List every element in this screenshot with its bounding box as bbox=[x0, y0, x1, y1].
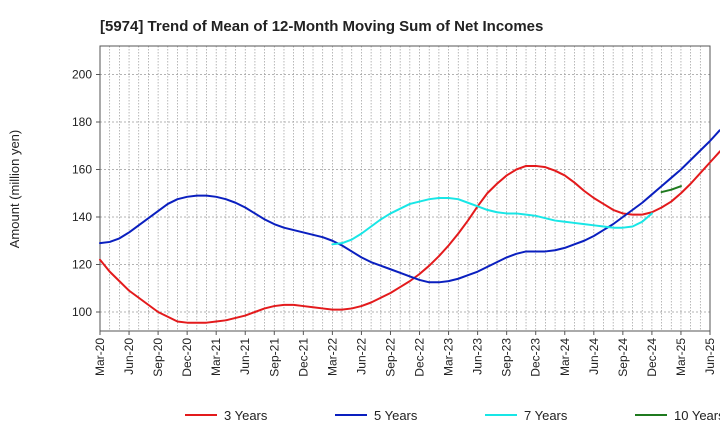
y-axis-label: Amount (million yen) bbox=[7, 130, 22, 249]
chart-title: [5974] Trend of Mean of 12-Month Moving … bbox=[100, 18, 543, 35]
x-tick-label: Dec-21 bbox=[296, 338, 310, 377]
series-line-7-years bbox=[331, 197, 653, 246]
grid-layer bbox=[100, 46, 710, 331]
x-tick-label: Mar-22 bbox=[325, 338, 339, 376]
series-line-10-years bbox=[660, 185, 682, 194]
x-tick-label: Jun-24 bbox=[587, 338, 601, 375]
y-tick-label: 160 bbox=[72, 163, 92, 177]
x-tick-label: Sep-20 bbox=[151, 338, 165, 377]
x-tick-label: Mar-20 bbox=[93, 338, 107, 376]
y-tick-label: 140 bbox=[72, 210, 92, 224]
x-tick-label: Sep-24 bbox=[616, 338, 630, 377]
x-tick-label: Sep-22 bbox=[383, 338, 397, 377]
legend-label: 7 Years bbox=[524, 408, 568, 423]
x-tick-label: Jun-20 bbox=[122, 338, 136, 375]
x-tick-label: Dec-23 bbox=[529, 338, 543, 377]
legend-label: 5 Years bbox=[374, 408, 418, 423]
x-tick-label: Sep-21 bbox=[267, 338, 281, 377]
plot-frame bbox=[99, 45, 711, 332]
x-tick-label: Sep-23 bbox=[500, 338, 514, 377]
x-tick-label: Jun-22 bbox=[354, 338, 368, 375]
y-tick-label: 100 bbox=[72, 305, 92, 319]
legend: 3 Years 5 Years 7 Years 10 Years bbox=[185, 408, 720, 423]
x-tick-label: Jun-25 bbox=[703, 338, 717, 375]
x-tick-label: Dec-24 bbox=[645, 338, 659, 377]
x-tick-label: Jun-21 bbox=[238, 338, 252, 375]
x-tick-label: Mar-24 bbox=[558, 338, 572, 376]
legend-label: 10 Years bbox=[674, 408, 720, 423]
x-tick-label: Mar-21 bbox=[209, 338, 223, 376]
y-tick-labels: 100 120 140 160 180 200 bbox=[72, 68, 100, 319]
x-tick-labels: Mar-20 Jun-20 Sep-20 Dec-20 Mar-21 Jun-21 Sep-… bbox=[93, 331, 717, 377]
series-line-3-years bbox=[99, 149, 720, 324]
x-tick-label: Mar-23 bbox=[442, 338, 456, 376]
x-tick-label: Mar-25 bbox=[674, 338, 688, 376]
x-tick-label: Dec-22 bbox=[413, 338, 427, 377]
series-line-5-years bbox=[99, 129, 720, 284]
y-tick-label: 120 bbox=[72, 258, 92, 272]
x-tick-label: Dec-20 bbox=[180, 338, 194, 377]
legend-label: 3 Years bbox=[224, 408, 268, 423]
x-tick-label: Jun-23 bbox=[471, 338, 485, 375]
series-layer bbox=[99, 129, 720, 324]
y-tick-label: 200 bbox=[72, 68, 92, 82]
y-tick-label: 180 bbox=[72, 115, 92, 129]
